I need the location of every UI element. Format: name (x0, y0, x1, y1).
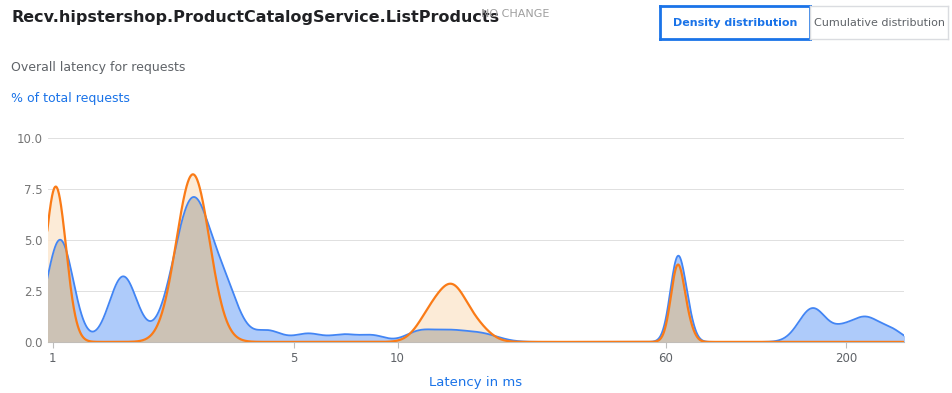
Text: Cumulative distribution: Cumulative distribution (814, 18, 944, 28)
Text: Density distribution: Density distribution (673, 18, 797, 28)
Text: % of total requests: % of total requests (11, 92, 130, 105)
Text: Recv.hipstershop.ProductCatalogService.ListProducts: Recv.hipstershop.ProductCatalogService.L… (11, 10, 500, 25)
X-axis label: Latency in ms: Latency in ms (429, 376, 523, 389)
Text: Overall latency for requests: Overall latency for requests (11, 61, 186, 74)
Text: NO CHANGE: NO CHANGE (481, 9, 549, 19)
